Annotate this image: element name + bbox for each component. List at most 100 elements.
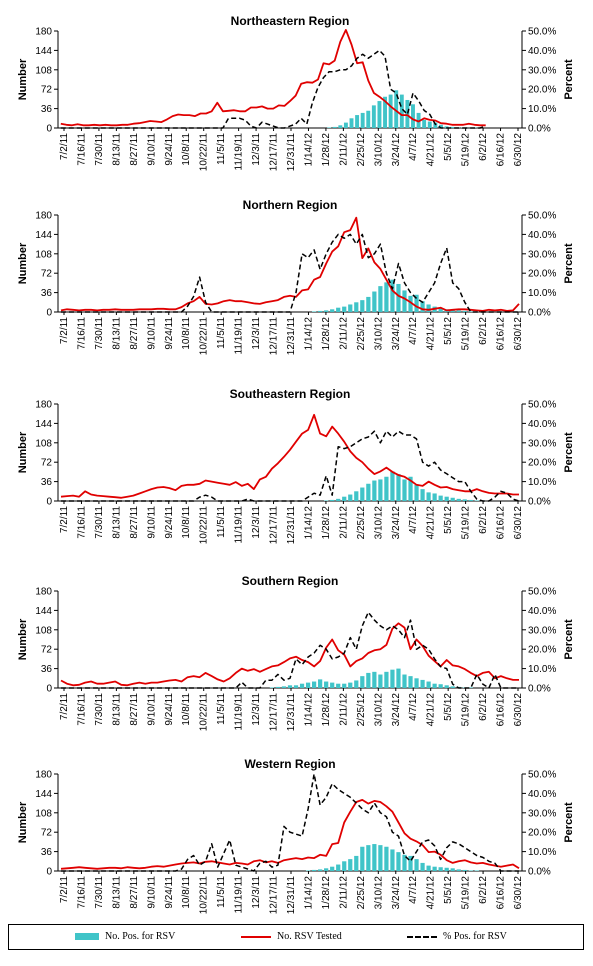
x-tick-label: 2/25/12 (356, 876, 367, 910)
rsv-positive-bar (416, 112, 421, 128)
left-tick-label: 72 (41, 828, 53, 839)
rsv-positive-bar (438, 495, 443, 501)
x-tick-label: 2/11/12 (338, 317, 349, 350)
x-tick-label: 10/22/11 (199, 506, 210, 545)
percent-positive-line (61, 430, 520, 502)
rsv-positive-bar (354, 680, 359, 688)
x-tick-label: 9/10/11 (146, 317, 157, 350)
x-tick-label: 6/16/12 (496, 506, 507, 540)
x-tick-label: 12/3/11 (251, 317, 262, 350)
rsv-positive-bar (330, 309, 335, 312)
left-tick-label: 0 (46, 867, 52, 878)
rsv-positive-bar (399, 94, 404, 128)
x-tick-label: 9/24/11 (164, 133, 175, 166)
right-tick-label: 30.0% (528, 625, 556, 636)
x-tick-label: 10/8/11 (181, 133, 192, 166)
rsv-positive-bar (396, 283, 401, 312)
right-tick-label: 40.0% (528, 789, 556, 800)
x-tick-label: 3/10/12 (373, 876, 384, 910)
rsv-positive-bar (384, 282, 389, 312)
rsv-positive-bar (378, 286, 383, 312)
right-tick-label: 0.0% (528, 867, 551, 878)
x-tick-label: 1/14/12 (303, 506, 314, 540)
rsv-positive-bar (377, 101, 382, 128)
x-tick-label: 2/25/12 (356, 693, 367, 727)
left-tick-label: 36 (41, 104, 53, 115)
rsv-positive-bar (450, 686, 455, 688)
x-tick-label: 7/30/11 (94, 317, 105, 350)
x-tick-label: 1/28/12 (321, 693, 332, 727)
rsv-positive-bar (468, 499, 473, 501)
rsv-positive-bar (468, 870, 473, 871)
rsv-positive-bar (324, 310, 329, 312)
chart-title: Northern Region (243, 198, 338, 212)
rsv-positive-bar (384, 846, 389, 871)
rsv-positive-bar (408, 855, 413, 871)
x-tick-label: 7/16/11 (76, 133, 87, 166)
right-tick-label: 0.0% (528, 684, 551, 695)
rsv-positive-bar (414, 859, 419, 871)
rsv-positive-bar (354, 491, 359, 501)
rsv-positive-bar (432, 493, 437, 501)
x-tick-label: 3/10/12 (373, 506, 384, 540)
rsv-positive-bar (336, 498, 341, 501)
percent-positive-line (60, 49, 486, 129)
right-axis-title: Percent (563, 432, 575, 473)
rsv-positive-bar (432, 683, 437, 688)
x-tick-label: 1/14/12 (303, 693, 314, 727)
right-tick-label: 40.0% (528, 606, 556, 617)
x-tick-label: 10/22/11 (199, 317, 210, 356)
rsv-positive-bar (456, 869, 461, 871)
rsv-tested-line (60, 799, 520, 870)
right-tick-label: 50.0% (528, 400, 556, 411)
x-tick-label: 9/10/11 (146, 133, 157, 166)
left-tick-label: 0 (46, 684, 52, 695)
rsv-positive-bar (366, 845, 371, 871)
x-tick-label: 5/19/12 (461, 506, 472, 540)
x-tick-label: 1/14/12 (303, 317, 314, 351)
x-tick-label: 1/28/12 (321, 317, 332, 351)
rsv-positive-bar (468, 311, 473, 312)
rsv-positive-bar (426, 492, 431, 501)
x-tick-label: 5/19/12 (461, 876, 472, 910)
x-tick-label: 5/5/12 (443, 693, 454, 721)
rsv-positive-bar (348, 682, 353, 688)
x-tick-label: 8/27/11 (129, 693, 140, 726)
legend-bar-label: No. Pos. for RSV (105, 931, 176, 942)
x-tick-label: 11/19/11 (234, 133, 245, 171)
rsv-positive-bar (396, 474, 401, 501)
rsv-positive-bar (336, 864, 341, 871)
rsv-positive-bar (422, 119, 427, 128)
x-tick-label: 12/3/11 (251, 506, 262, 539)
right-tick-label: 40.0% (528, 230, 556, 241)
left-tick-label: 36 (41, 664, 53, 675)
rsv-positive-bar (450, 126, 455, 128)
rsv-positive-bar (332, 126, 337, 128)
rsv-positive-bar (438, 684, 443, 688)
x-tick-label: 5/19/12 (461, 317, 472, 351)
x-tick-label: 5/5/12 (443, 506, 454, 534)
rsv-positive-bar (330, 682, 335, 688)
rsv-positive-bar (324, 868, 329, 871)
rsv-positive-bar (462, 310, 467, 312)
rsv-positive-bar (287, 685, 293, 688)
x-tick-label: 4/7/12 (408, 317, 419, 345)
rsv-positive-bar (402, 854, 407, 871)
right-tick-label: 10.0% (528, 847, 556, 858)
rsv-positive-bar (366, 296, 371, 312)
rsv-positive-bar (450, 868, 455, 871)
right-tick-label: 10.0% (528, 104, 556, 115)
legend-bar-swatch (75, 933, 99, 941)
rsv-positive-bar (366, 110, 371, 128)
left-axis-title: Number (17, 58, 29, 100)
x-tick-label: 11/5/11 (216, 876, 227, 908)
x-tick-label: 6/30/12 (513, 133, 524, 167)
rsv-positive-bar (438, 867, 443, 871)
rsv-positive-bar (269, 687, 275, 688)
rsv-positive-bar (348, 494, 353, 501)
right-tick-label: 50.0% (528, 27, 556, 38)
rsv-positive-bar (281, 686, 287, 688)
rsv-positive-bar (426, 865, 431, 871)
rsv-positive-bar (420, 489, 425, 501)
